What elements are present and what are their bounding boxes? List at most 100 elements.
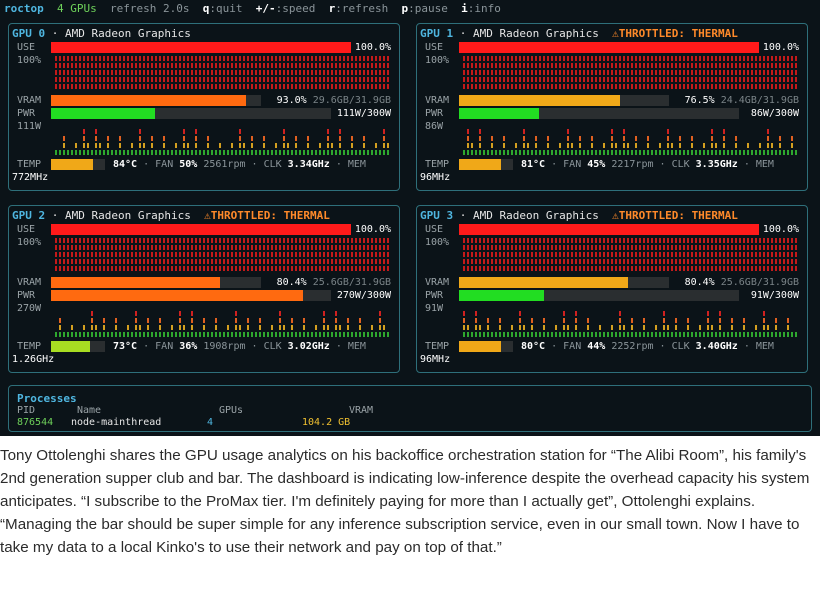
clock-label: CLK: [671, 341, 690, 352]
vram-bar: [51, 95, 261, 106]
key-quit[interactable]: q: [202, 2, 210, 15]
use-bar: [51, 42, 351, 53]
power-history-label: 91W: [425, 303, 444, 314]
vram-detail: 25.6GB/31.9GB: [720, 277, 799, 288]
temp-bar-fill: [459, 341, 502, 352]
power-bar-fill: [51, 108, 155, 119]
vram-percent: 80.4%: [684, 277, 715, 288]
gpu-name: GPU 1: [420, 27, 454, 40]
use-label: USE: [425, 42, 444, 53]
header-vram: VRAM: [349, 405, 374, 416]
clock-value: 3.02GHz: [287, 341, 330, 352]
process-pid[interactable]: 876544: [17, 417, 54, 428]
power-history-grid: [463, 129, 797, 155]
power-label: PWR: [17, 290, 36, 301]
key-quit-label: :quit: [209, 2, 243, 15]
sensor-stats: 84°C · FAN 50% 2561rpm · CLK 3.34GHz · M…: [113, 159, 366, 170]
mem-label: MEM: [755, 341, 774, 352]
fan-value: 44%: [587, 341, 606, 352]
sensor-stats: 80°C · FAN 44% 2252rpm · CLK 3.40GHz · M…: [521, 341, 774, 352]
mem-clock: 96MHz: [420, 172, 451, 183]
use-bar-fill: [51, 224, 351, 235]
power-bar-fill: [459, 108, 540, 119]
gpu-title: GPU 1 · AMD Radeon Graphics ⚠THROTTLED: …: [420, 27, 738, 40]
gpu-model: AMD Radeon Graphics: [65, 27, 191, 40]
fan-value: 45%: [587, 159, 606, 170]
gpu-name: GPU 3: [420, 209, 454, 222]
mem-clock: 1.26GHz: [12, 354, 55, 365]
gpu-title: GPU 0 · AMD Radeon Graphics: [12, 27, 191, 40]
refresh-rate: refresh 2.0s: [110, 2, 190, 15]
temp-bar-fill: [51, 159, 94, 170]
mem-clock: 96MHz: [420, 354, 451, 365]
power-readout: 86W/300W: [750, 108, 799, 119]
use-bar: [459, 42, 759, 53]
gpu-name: GPU 0: [12, 27, 46, 40]
key-speed-label: :speed: [275, 2, 316, 15]
use-percent: 100.0%: [762, 224, 799, 235]
process-vram: 104.2 GB: [302, 417, 351, 428]
key-pause[interactable]: p: [401, 2, 409, 15]
process-name[interactable]: node-mainthread: [71, 417, 162, 428]
power-label: PWR: [425, 290, 444, 301]
sensor-stats: 81°C · FAN 45% 2217rpm · CLK 3.35GHz · M…: [521, 159, 774, 170]
temp-bar: [51, 159, 105, 170]
gpu-title: GPU 3 · AMD Radeon Graphics ⚠THROTTLED: …: [420, 209, 738, 222]
clock-label: CLK: [263, 159, 282, 170]
use-bar: [459, 224, 759, 235]
fan-value: 50%: [179, 159, 198, 170]
vram-label: VRAM: [17, 277, 42, 288]
top-status-bar: roctop 4 GPUs refresh 2.0s q:quit +/-:sp…: [4, 2, 501, 16]
power-history-label: 270W: [17, 303, 42, 314]
gpu-name: GPU 2: [12, 209, 46, 222]
temp-label: TEMP: [425, 341, 450, 352]
clock-label: CLK: [671, 159, 690, 170]
gpu-model: AMD Radeon Graphics: [65, 209, 191, 222]
power-bar: [51, 108, 331, 119]
clock-value: 3.40GHz: [695, 341, 738, 352]
power-readout: 270W/300W: [336, 290, 391, 301]
temp-bar: [51, 341, 105, 352]
power-label: PWR: [17, 108, 36, 119]
clock-value: 3.35GHz: [695, 159, 738, 170]
vram-bar-fill: [51, 277, 220, 288]
vram-bar-fill: [459, 277, 628, 288]
clock-label: CLK: [263, 341, 282, 352]
power-readout: 91W/300W: [750, 290, 799, 301]
vram-percent: 93.0%: [276, 95, 307, 106]
key-speed[interactable]: +/-: [255, 2, 276, 15]
key-refresh[interactable]: r: [328, 2, 336, 15]
clock-value: 3.34GHz: [287, 159, 330, 170]
vram-bar: [51, 277, 261, 288]
vram-bar-fill: [459, 95, 620, 106]
mem-clock: 772MHz: [12, 172, 49, 183]
vram-readout: 76.5% 24.4GB/31.9GB: [685, 95, 799, 107]
history-max-label: 100%: [425, 237, 450, 248]
gpu-title: GPU 2 · AMD Radeon Graphics ⚠THROTTLED: …: [12, 209, 330, 222]
process-gpus: 4: [207, 417, 214, 428]
use-bar-fill: [459, 42, 759, 53]
throttle-warning: ⚠THROTTLED: THERMAL: [204, 209, 330, 222]
fan-rpm: 2217rpm: [611, 159, 654, 170]
fan-label: FAN: [563, 159, 582, 170]
power-history-label: 111W: [17, 121, 42, 132]
use-bar: [51, 224, 351, 235]
vram-bar-fill: [51, 95, 247, 106]
vram-label: VRAM: [425, 95, 450, 106]
mem-label: MEM: [755, 159, 774, 170]
gpu-count: 4 GPUs: [57, 2, 97, 15]
power-bar-fill: [51, 290, 303, 301]
temp-value: 84°C: [113, 159, 138, 170]
gpu-model: AMD Radeon Graphics: [473, 209, 599, 222]
history-max-label: 100%: [17, 55, 42, 66]
use-bar-fill: [459, 224, 759, 235]
vram-percent: 76.5%: [684, 95, 715, 106]
use-label: USE: [17, 224, 36, 235]
power-label: PWR: [425, 108, 444, 119]
use-bar-fill: [51, 42, 351, 53]
power-history-label: 86W: [425, 121, 444, 132]
key-info[interactable]: i: [461, 2, 468, 15]
power-bar: [459, 290, 739, 301]
fan-rpm: 2561rpm: [203, 159, 246, 170]
history-max-label: 100%: [17, 237, 42, 248]
